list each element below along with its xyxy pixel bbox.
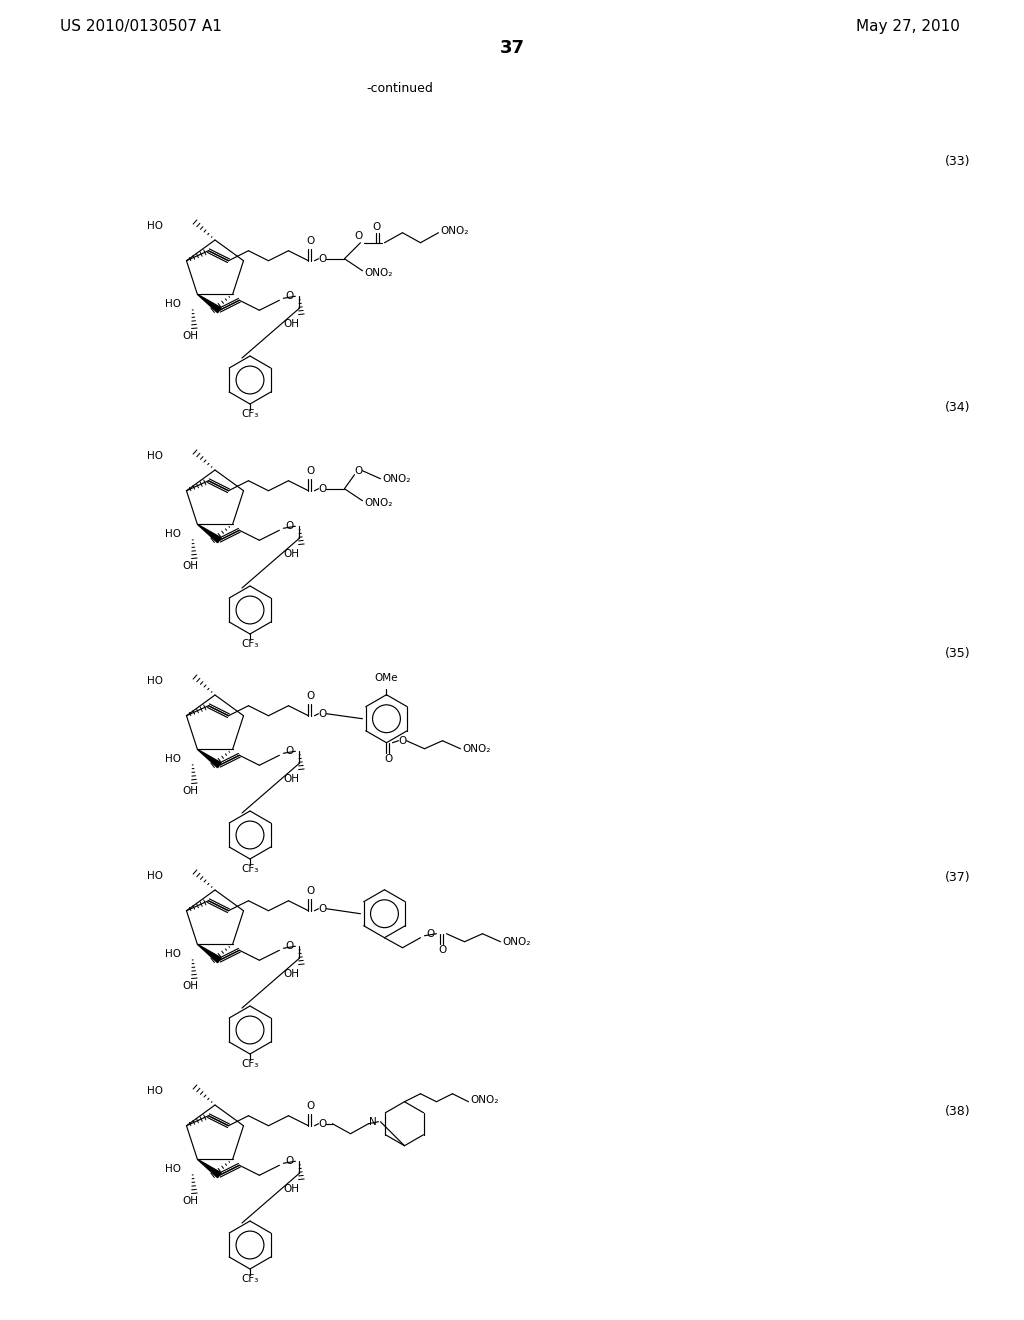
- Text: ONO₂: ONO₂: [463, 743, 490, 754]
- Text: ONO₂: ONO₂: [470, 1094, 499, 1105]
- Text: OMe: OMe: [375, 673, 398, 682]
- Text: CF₃: CF₃: [242, 1059, 259, 1069]
- Text: HO: HO: [165, 529, 180, 540]
- Text: HO: HO: [147, 220, 163, 231]
- Text: ONO₂: ONO₂: [440, 226, 469, 236]
- Text: OH: OH: [182, 561, 199, 572]
- Text: O: O: [398, 735, 407, 746]
- Text: O: O: [318, 904, 327, 913]
- Text: O: O: [306, 236, 314, 246]
- Text: O: O: [318, 253, 327, 264]
- Text: O: O: [286, 292, 294, 301]
- Text: (37): (37): [945, 871, 971, 884]
- Text: OH: OH: [284, 969, 299, 979]
- Text: OH: OH: [182, 787, 199, 796]
- Text: OH: OH: [182, 331, 199, 342]
- Text: CF₃: CF₃: [242, 1274, 259, 1284]
- Polygon shape: [198, 524, 221, 543]
- Polygon shape: [198, 750, 221, 768]
- Text: ONO₂: ONO₂: [383, 474, 411, 483]
- Text: ONO₂: ONO₂: [365, 268, 393, 277]
- Text: O: O: [438, 945, 446, 954]
- Polygon shape: [198, 944, 221, 962]
- Text: (33): (33): [945, 156, 971, 169]
- Text: O: O: [306, 466, 314, 475]
- Text: ONO₂: ONO₂: [365, 498, 393, 508]
- Text: O: O: [354, 231, 362, 240]
- Text: ONO₂: ONO₂: [503, 937, 530, 946]
- Text: OH: OH: [284, 1184, 299, 1195]
- Text: (35): (35): [945, 647, 971, 660]
- Polygon shape: [198, 294, 221, 313]
- Text: O: O: [318, 483, 327, 494]
- Text: US 2010/0130507 A1: US 2010/0130507 A1: [60, 20, 222, 34]
- Text: May 27, 2010: May 27, 2010: [856, 20, 961, 34]
- Text: O: O: [286, 1156, 294, 1167]
- Text: HO: HO: [165, 1164, 180, 1175]
- Text: N: N: [369, 1117, 377, 1127]
- Text: HO: HO: [165, 949, 180, 960]
- Text: OH: OH: [182, 981, 199, 991]
- Text: O: O: [286, 746, 294, 756]
- Text: O: O: [286, 521, 294, 531]
- Text: HO: HO: [147, 676, 163, 686]
- Text: HO: HO: [165, 754, 180, 764]
- Text: HO: HO: [147, 871, 163, 880]
- Text: O: O: [318, 709, 327, 718]
- Text: HO: HO: [147, 1086, 163, 1096]
- Text: O: O: [384, 754, 392, 764]
- Text: O: O: [306, 886, 314, 896]
- Text: OH: OH: [182, 1196, 199, 1206]
- Text: O: O: [354, 466, 362, 475]
- Text: HO: HO: [165, 300, 180, 309]
- Polygon shape: [198, 1159, 221, 1177]
- Text: O: O: [306, 690, 314, 701]
- Text: O: O: [318, 1119, 327, 1129]
- Text: O: O: [426, 929, 434, 939]
- Text: O: O: [306, 1101, 314, 1110]
- Text: OH: OH: [284, 319, 299, 329]
- Text: OH: OH: [284, 775, 299, 784]
- Text: CF₃: CF₃: [242, 409, 259, 418]
- Text: OH: OH: [284, 549, 299, 560]
- Text: 37: 37: [500, 40, 524, 57]
- Text: -continued: -continued: [367, 82, 433, 95]
- Text: CF₃: CF₃: [242, 639, 259, 649]
- Text: (34): (34): [945, 401, 971, 414]
- Text: O: O: [286, 941, 294, 952]
- Text: (38): (38): [945, 1106, 971, 1118]
- Text: HO: HO: [147, 451, 163, 461]
- Text: CF₃: CF₃: [242, 865, 259, 874]
- Text: O: O: [373, 222, 381, 232]
